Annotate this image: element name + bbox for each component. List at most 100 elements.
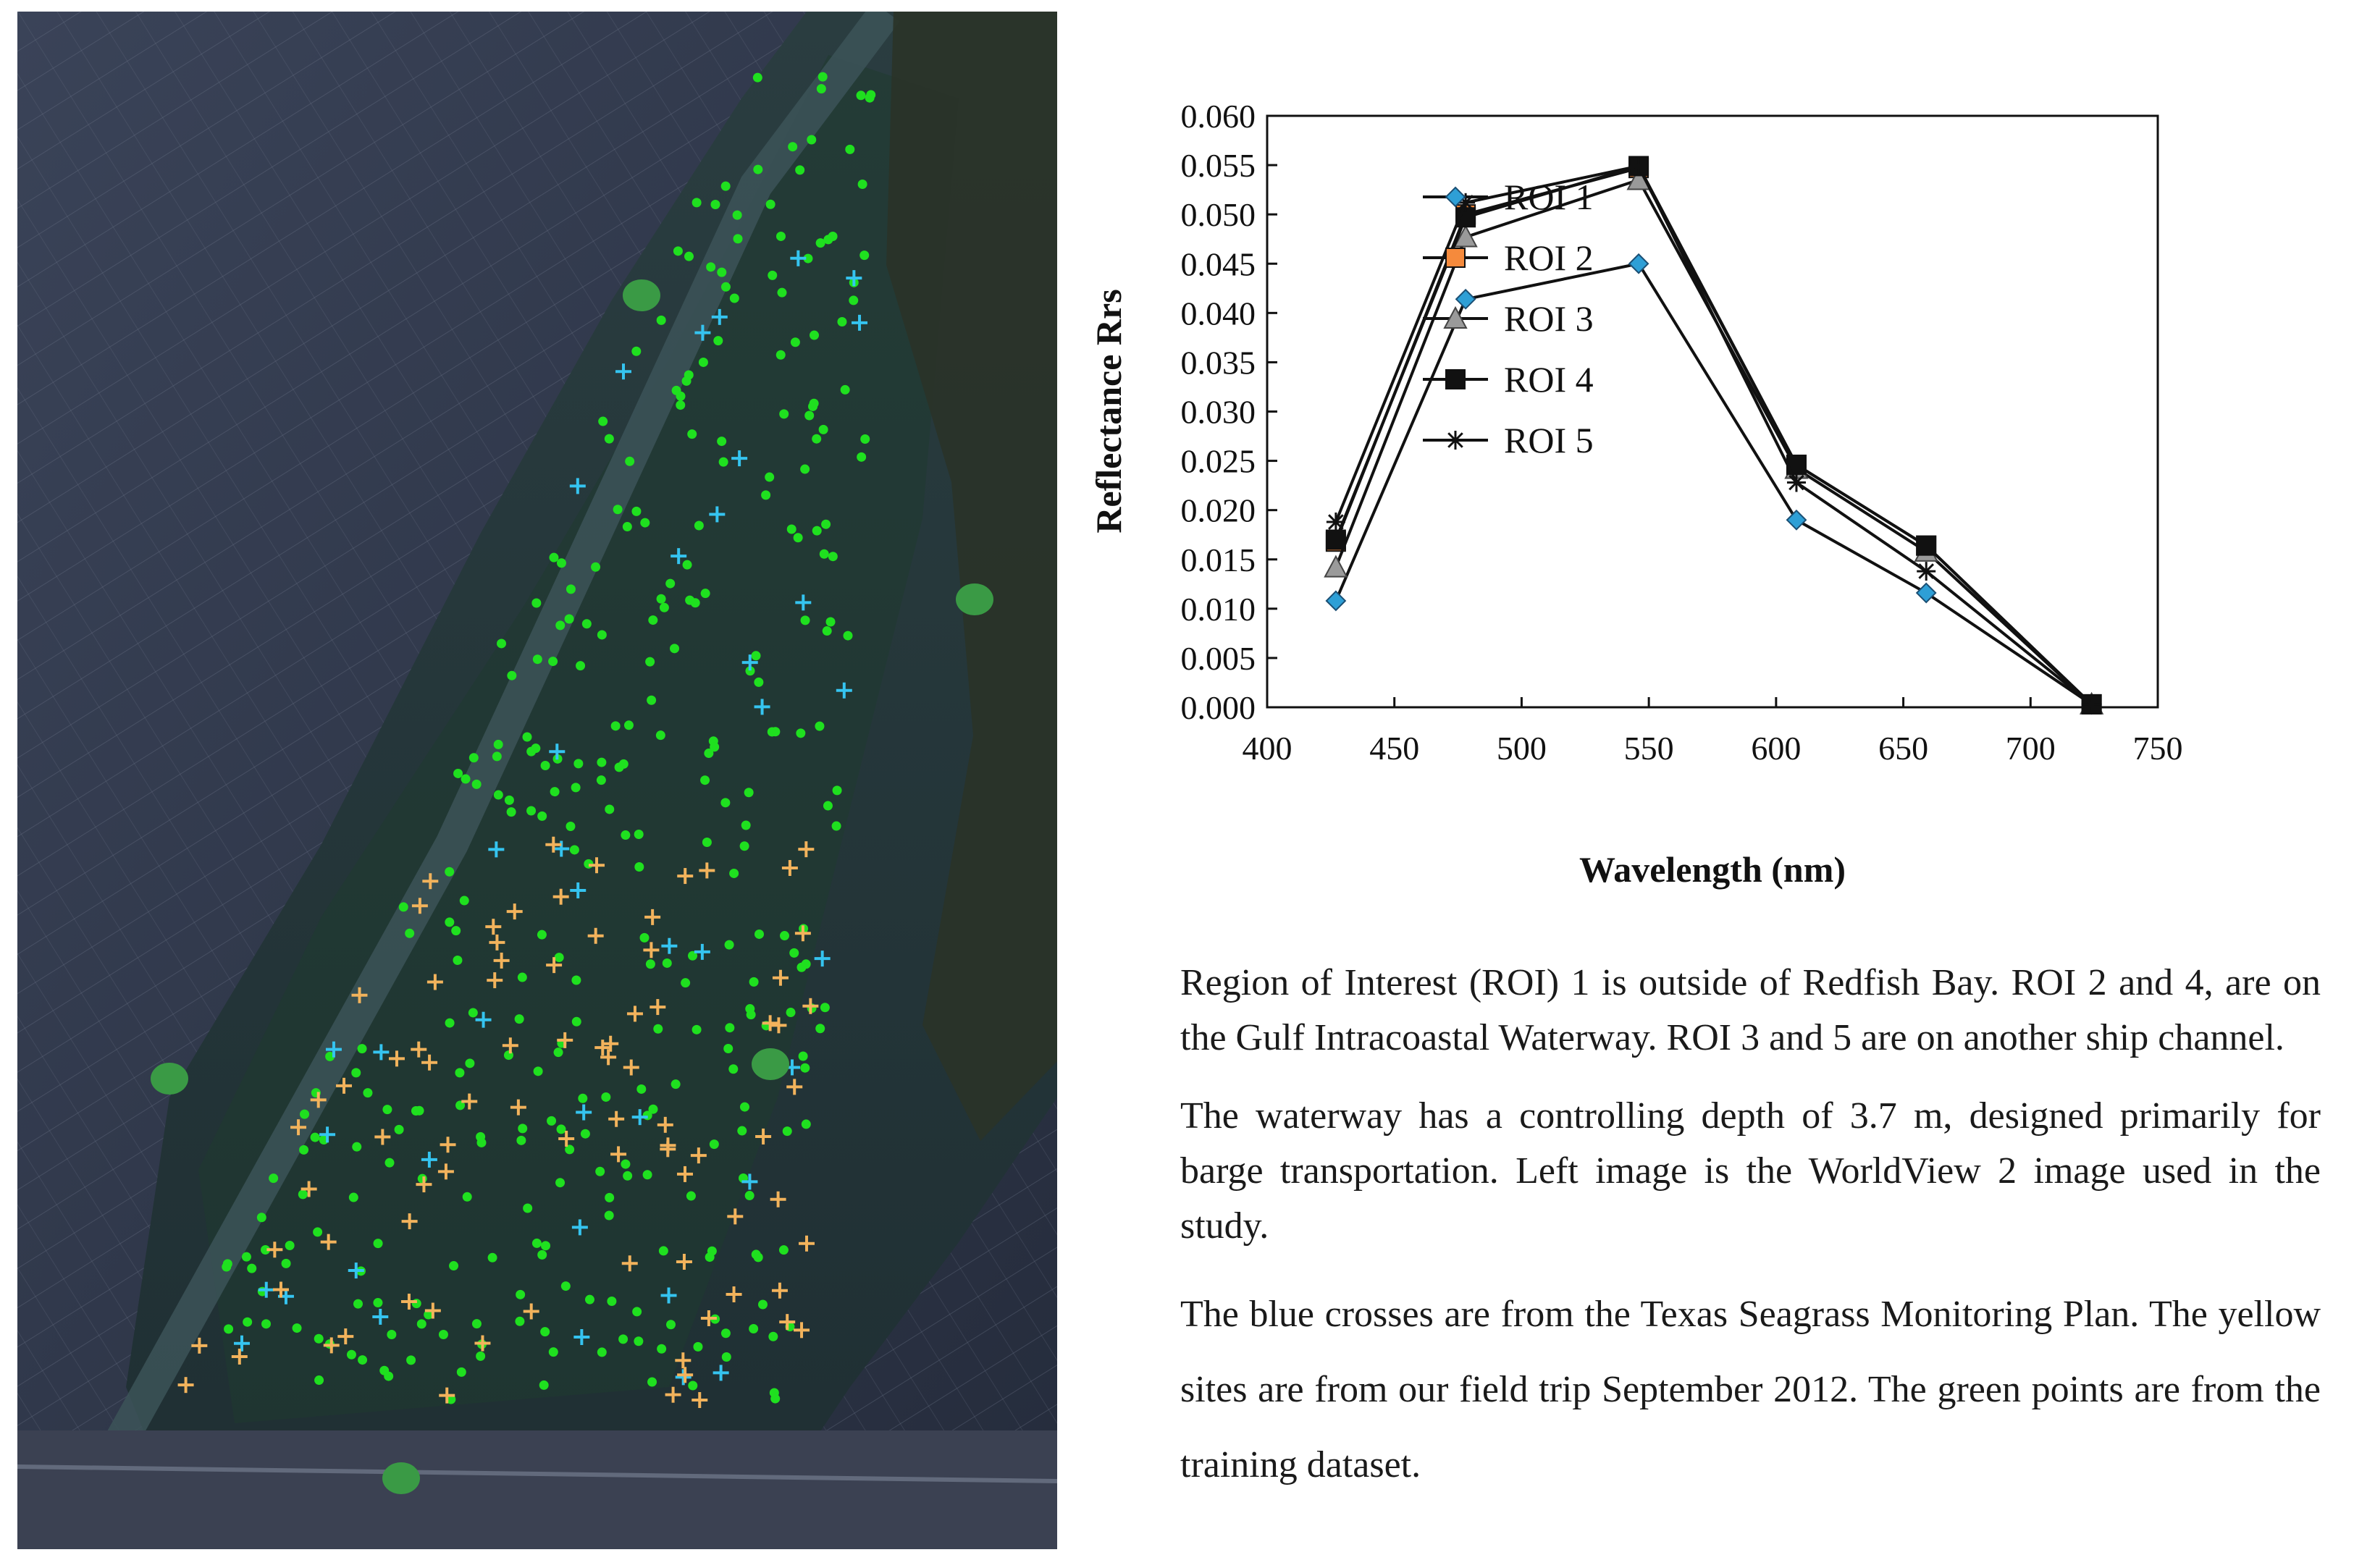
field-trip-site <box>416 1176 432 1193</box>
legend-item-roi-5: ROI 5 <box>1423 420 1594 460</box>
training-point <box>517 972 527 982</box>
training-point <box>569 845 579 855</box>
training-point <box>732 210 742 220</box>
seagrass-monitoring-site <box>846 270 862 287</box>
seagrass-monitoring-site <box>814 951 831 967</box>
training-point <box>373 1239 383 1249</box>
training-point <box>671 385 681 395</box>
training-point <box>702 838 712 848</box>
training-point <box>241 1252 251 1262</box>
training-point <box>461 774 471 784</box>
field-trip-site <box>643 942 660 958</box>
roi-marker <box>382 1462 420 1494</box>
training-point <box>648 1104 658 1114</box>
field-trip-site <box>644 909 661 925</box>
training-point <box>849 295 859 305</box>
training-point <box>532 654 542 665</box>
training-point <box>346 1349 356 1360</box>
training-point <box>531 1238 542 1248</box>
training-point <box>462 1192 472 1202</box>
training-point <box>531 598 542 608</box>
training-point <box>476 1351 486 1361</box>
data-point <box>1325 590 1347 612</box>
training-point <box>647 695 657 705</box>
training-point <box>823 801 833 811</box>
training-point <box>857 180 867 190</box>
training-point <box>522 732 532 742</box>
training-point <box>261 1245 271 1255</box>
note-point-sources: The blue crosses are from the Texas Seag… <box>1180 1294 2321 1485</box>
training-point <box>348 1192 358 1202</box>
seagrass-monitoring-site <box>836 682 852 699</box>
training-point <box>597 630 607 640</box>
legend-marker <box>1443 305 1468 329</box>
data-point <box>1324 555 1348 578</box>
caption-notes: Region of Interest (ROI) 1 is outside of… <box>1180 956 2321 1526</box>
training-point <box>455 1100 466 1110</box>
training-point <box>640 518 650 528</box>
training-point <box>645 959 655 969</box>
y-axis: 0.000 0.005 0.010 0.015 0.020 0.025 0.030 0.035… <box>1181 98 1277 726</box>
field-trip-site <box>493 952 510 969</box>
training-point <box>518 1124 528 1134</box>
data-point <box>1917 562 1936 581</box>
field-trip-site <box>600 1049 617 1066</box>
training-point <box>417 1173 427 1184</box>
training-point <box>704 749 714 759</box>
training-point <box>723 1043 733 1053</box>
seagrass-monitoring-site <box>234 1335 251 1352</box>
training-point <box>798 1051 808 1061</box>
field-trip-site <box>772 969 789 986</box>
training-point <box>261 1319 272 1329</box>
field-trip-site <box>798 1235 815 1252</box>
seagrass-monitoring-site <box>570 882 587 899</box>
training-point <box>775 350 786 360</box>
training-point <box>698 357 708 367</box>
training-point <box>438 1330 448 1340</box>
field-trip-site <box>557 1032 573 1048</box>
training-point <box>614 762 624 772</box>
data-point <box>1453 224 1478 248</box>
field-trip-site <box>699 862 715 879</box>
training-point <box>394 1124 404 1134</box>
training-point <box>671 1079 681 1089</box>
training-point <box>506 807 516 817</box>
training-point <box>313 1227 323 1237</box>
training-point <box>705 1252 715 1263</box>
training-point <box>682 560 692 570</box>
y-axis-label: Reflectance Rrs <box>1088 289 1129 533</box>
legend-marker <box>1445 248 1466 268</box>
training-point <box>224 1324 234 1334</box>
field-trip-site <box>545 836 562 853</box>
training-point <box>631 506 642 516</box>
seagrass-monitoring-site <box>372 1308 389 1325</box>
star-stroke <box>1447 432 1463 448</box>
training-point <box>515 1316 525 1326</box>
roi-marker <box>752 1048 789 1080</box>
training-point <box>325 1051 335 1061</box>
training-point <box>788 142 798 152</box>
training-point <box>243 1317 253 1327</box>
star-stroke <box>1918 563 1935 579</box>
training-point <box>815 238 825 248</box>
training-point <box>639 932 650 943</box>
y-tick-label: 0.040 <box>1181 295 1256 332</box>
legend-item-roi-3: ROI 3 <box>1423 298 1594 339</box>
training-point <box>857 452 867 462</box>
legend-item-roi-4: ROI 4 <box>1423 359 1594 400</box>
training-point <box>812 526 822 536</box>
field-trip-site <box>411 1041 427 1058</box>
training-point <box>819 549 829 559</box>
field-trip-site <box>675 1352 692 1369</box>
seagrass-monitoring-site <box>712 1365 729 1381</box>
training-point <box>539 1380 549 1390</box>
training-point <box>456 1367 466 1377</box>
field-trip-site <box>552 888 569 905</box>
x-axis-label: Wavelength (nm) <box>1579 849 1846 890</box>
training-point <box>578 1093 588 1103</box>
seagrass-monitoring-site <box>795 594 812 611</box>
seagrass-monitoring-site <box>373 1044 390 1061</box>
training-point <box>595 1166 605 1176</box>
training-point <box>493 739 503 749</box>
field-trip-site <box>474 1335 491 1352</box>
